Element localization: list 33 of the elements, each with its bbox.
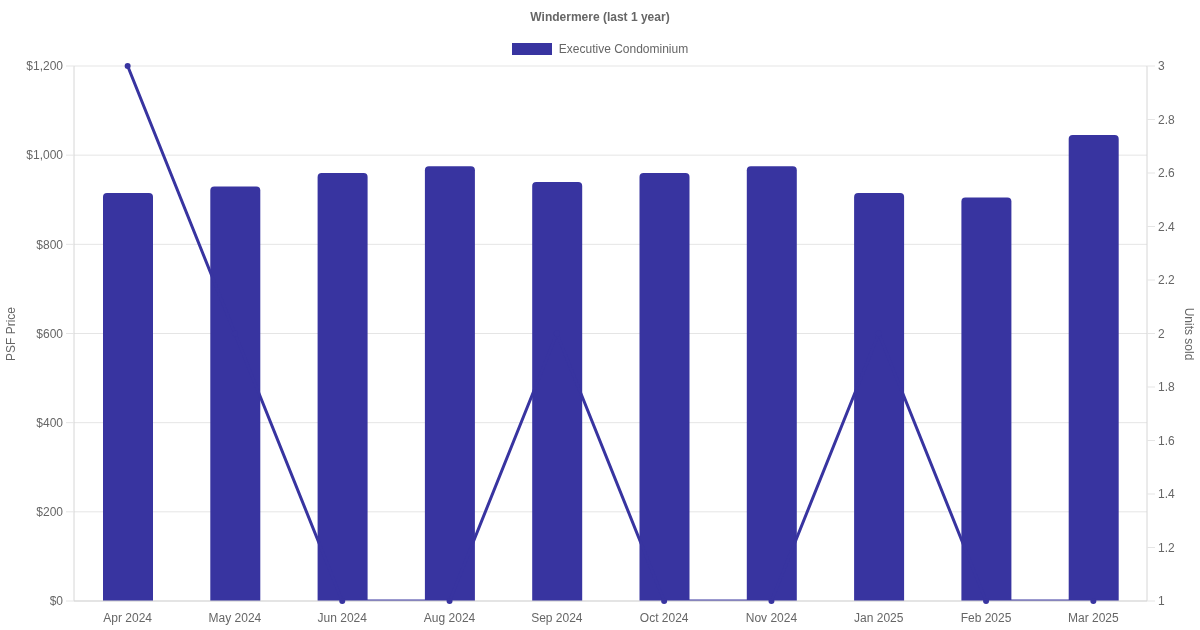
chart-title: Windermere (last 1 year) <box>529 9 671 25</box>
x-tick-label: Mar 2025 <box>1068 610 1120 625</box>
y-tick-label: $800 <box>36 237 64 252</box>
x-tick-label: Nov 2024 <box>745 610 798 625</box>
x-tick-label: Jun 2024 <box>317 610 368 625</box>
y2-tick-label: 3 <box>1158 59 1165 74</box>
y2-tick-label: 1.2 <box>1158 540 1176 555</box>
y-tick-label: $1,200 <box>26 59 64 74</box>
y-axis-title: PSF Price <box>4 306 18 361</box>
y2-tick-label: 2.4 <box>1158 219 1176 234</box>
x-tick-label: Feb 2025 <box>960 610 1012 625</box>
y2-axis-title: Units sold <box>1182 307 1196 360</box>
x-tick-label: May 2024 <box>208 610 262 625</box>
x-tick-label: Apr 2024 <box>103 610 153 625</box>
x-tick-label: Sep 2024 <box>531 610 583 625</box>
x-tick-label: Jan 2025 <box>854 610 904 625</box>
y-tick-label: $600 <box>36 326 64 341</box>
y2-tick-label: 2.2 <box>1158 273 1176 288</box>
x-tick-label: Oct 2024 <box>639 610 689 625</box>
y-tick-label: $400 <box>36 415 64 430</box>
x-tick-label: Aug 2024 <box>423 610 476 625</box>
y2-tick-label: 1.6 <box>1158 433 1176 448</box>
y-tick-label: $0 <box>49 594 64 609</box>
y2-tick-label: 1.8 <box>1158 380 1176 395</box>
y-tick-label: $200 <box>36 505 64 520</box>
y2-tick-label: 1 <box>1158 594 1165 609</box>
y2-tick-label: 2.8 <box>1158 112 1176 127</box>
y2-tick-label: 2 <box>1158 326 1165 341</box>
legend-label: Executive Condominium <box>558 41 689 57</box>
bar <box>103 193 153 601</box>
y2-tick-label: 2.6 <box>1158 166 1176 181</box>
y2-tick-label: 1.4 <box>1158 487 1176 502</box>
y-tick-label: $1,000 <box>26 148 64 163</box>
